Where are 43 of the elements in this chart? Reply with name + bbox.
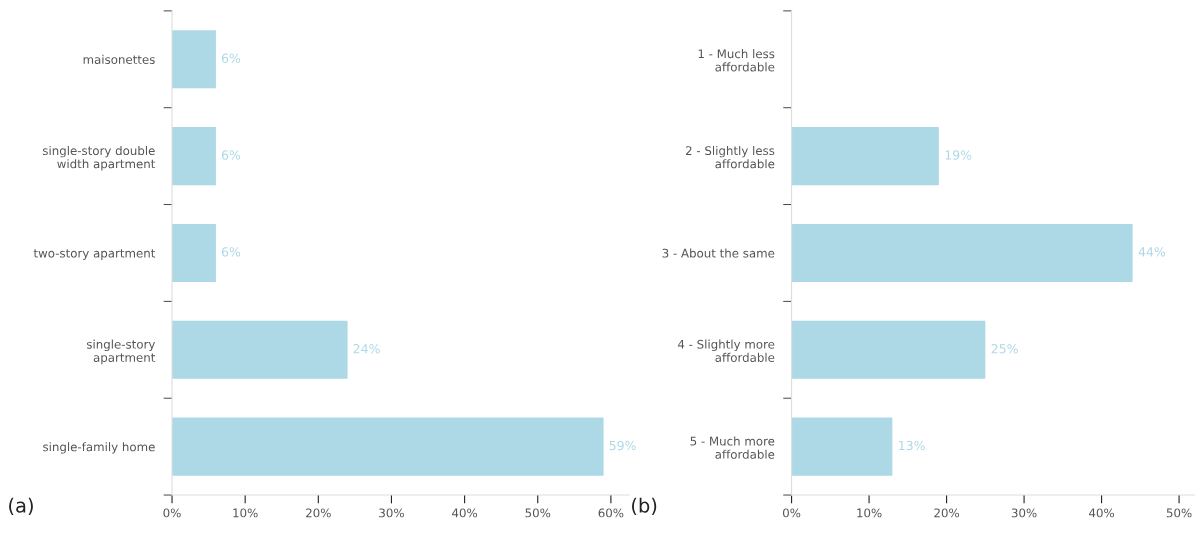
y-tick-label: 3 - About the same: [662, 248, 775, 258]
bar: [791, 223, 1133, 283]
bar: [172, 417, 604, 476]
x-tick-label: 10%: [233, 508, 258, 518]
x-tick-label: 30%: [379, 508, 404, 518]
bar: [791, 417, 893, 476]
y-tick-label: maisonettes: [83, 54, 155, 64]
x-tick-label: 40%: [452, 508, 478, 518]
x-tick-label: 30%: [1011, 508, 1037, 518]
data-label: 44%: [1138, 247, 1166, 257]
y-tick-label: 1 - Much less affordable: [698, 49, 775, 72]
y-tick-label: two-story apartment: [33, 249, 156, 260]
bar: [791, 127, 939, 186]
x-tick-label: 20%: [934, 508, 960, 518]
y-tick-label: single-story double width apartment: [42, 145, 156, 171]
data-label: 59%: [609, 440, 636, 451]
y-tick-label: 5 - Much more affordable: [690, 436, 775, 459]
bar: [172, 127, 216, 186]
x-tick-label: 50%: [1166, 508, 1192, 518]
bar: [791, 320, 986, 379]
x-tick-label: 20%: [306, 508, 331, 518]
bar: [172, 30, 216, 89]
x-tick-label: 10%: [857, 508, 882, 518]
x-tick-label: 50%: [525, 508, 551, 518]
data-label: 6%: [221, 150, 241, 160]
x-tick-label: 60%: [598, 508, 624, 518]
y-tick-label: single-family home: [43, 442, 155, 454]
data-label: 19%: [945, 150, 972, 160]
x-tick-label: 40%: [1089, 508, 1115, 518]
bar: [172, 223, 216, 283]
y-tick-label: single-story apartment: [86, 339, 156, 365]
y-tick-label: 4 - Slightly more affordable: [677, 339, 775, 362]
bar: [172, 320, 348, 379]
data-label: 6%: [221, 53, 241, 63]
data-label: 6%: [221, 247, 241, 257]
x-tick-label: 0%: [782, 508, 801, 518]
x-tick-label: 0%: [163, 508, 181, 518]
data-label: 13%: [899, 440, 925, 451]
data-label: 25%: [991, 343, 1018, 354]
data-label: 24%: [353, 343, 380, 354]
text: (a): [9, 497, 33, 516]
text: (b): [632, 497, 657, 516]
y-tick-label: 2 - Slightly less affordable: [685, 145, 775, 169]
